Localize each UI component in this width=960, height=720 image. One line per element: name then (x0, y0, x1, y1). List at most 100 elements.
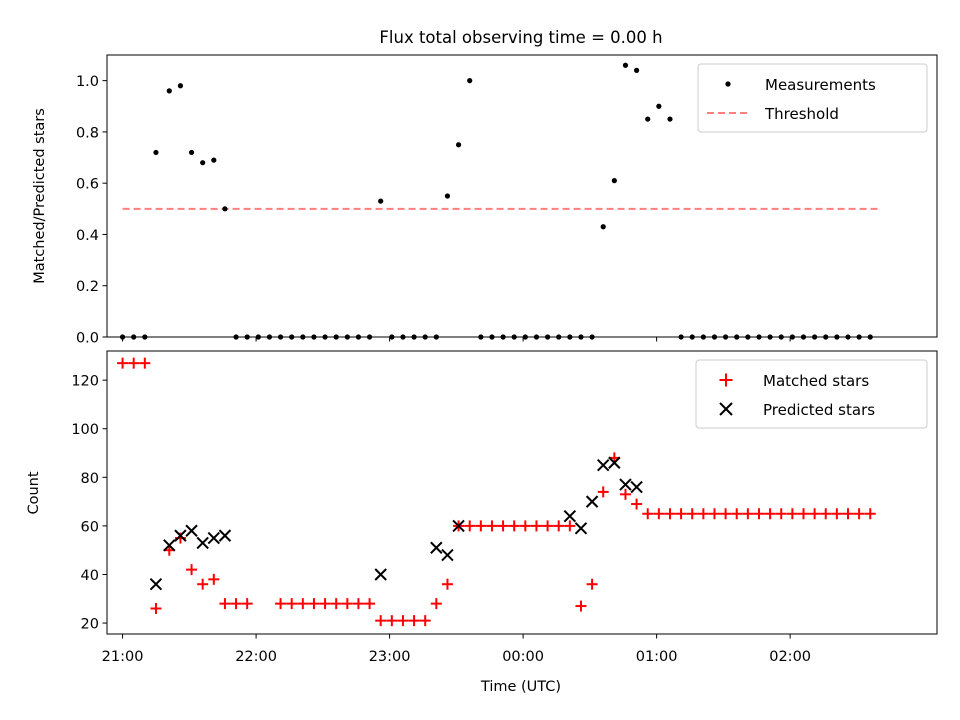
predicted-star-point (441, 548, 454, 562)
matched-star-point (842, 508, 854, 520)
matched-star-point (486, 520, 498, 532)
predicted-star-point (585, 495, 599, 508)
matched-star-point (117, 357, 129, 369)
matched-star-point (797, 508, 809, 520)
predicted-star-point (452, 519, 465, 533)
measurement-point (153, 149, 159, 156)
measurement-point (188, 149, 195, 156)
predicted-star-point (630, 480, 643, 494)
matched-star-point (508, 520, 520, 532)
matched-star-point (597, 486, 609, 498)
measurement-point (600, 224, 606, 230)
measurement-point (633, 67, 640, 73)
matched-star-point (575, 600, 587, 612)
bottom-panel: 20 40 60 80 100 120 21:00 22:00 23:00 00:00 01:00… (26, 350, 938, 695)
top-legend: Measurements Threshold (697, 63, 928, 133)
matched-star-point (330, 598, 342, 610)
legend-dot-marker-icon (725, 81, 731, 87)
top-y-tick-label: 0.0 (76, 331, 99, 347)
predicted-star-point (430, 541, 443, 554)
matched-star-point (775, 508, 787, 520)
top-y-tick-label: 1.0 (76, 74, 99, 90)
bottom-x-tick-label: 00:00 (502, 649, 544, 665)
matched-star-point (720, 508, 732, 520)
predicted-star-point (218, 529, 232, 542)
measurement-point (656, 103, 662, 109)
matched-star-point (386, 615, 398, 627)
matched-star-point (530, 520, 542, 532)
predicted-star-point (207, 531, 221, 545)
matched-star-point (150, 602, 162, 614)
top-y-tick-label: 0.8 (76, 125, 99, 141)
matched-star-point (241, 598, 253, 610)
measurement-point (667, 116, 673, 122)
matched-star-point (820, 508, 832, 520)
bottom-y-axis-ticks: 20 40 60 80 100 120 (71, 374, 107, 633)
matched-star-point (831, 508, 843, 520)
top-plot-frame (106, 54, 938, 338)
bottom-x-tick-label: 23:00 (369, 649, 411, 665)
matched-star-point (408, 615, 420, 627)
matched-star-point (742, 508, 754, 520)
matched-star-point (731, 508, 743, 520)
matched-star-point (441, 578, 453, 590)
legend-matched-label: Matched stars (763, 372, 869, 390)
predicted-star-point (163, 539, 176, 552)
bottom-y-tick-label: 40 (81, 568, 99, 584)
measurement-point (444, 193, 451, 199)
measurement-point (211, 157, 217, 163)
predicted-star-point (563, 509, 577, 523)
bottom-legend-box (695, 359, 928, 429)
bottom-y-tick-label: 20 (81, 617, 99, 633)
matched-star-point (397, 615, 409, 627)
matched-star-point (786, 508, 798, 520)
measurement-point (200, 160, 206, 166)
predicted-star-point (196, 536, 209, 550)
bottom-y-tick-label: 60 (81, 519, 99, 535)
bottom-x-tick-label: 01:00 (636, 649, 678, 665)
measurement-point (166, 88, 172, 94)
matched-star-point (653, 508, 665, 520)
matched-star-point (128, 357, 140, 369)
top-x-axis-ticks (122, 337, 791, 342)
matched-star-point (464, 520, 476, 532)
matched-star-point (675, 508, 687, 520)
bottom-y-tick-label: 120 (71, 374, 99, 390)
top-y-axis-label: Matched/Predicted stars (32, 108, 48, 284)
matched-star-point (708, 508, 720, 520)
matched-star-point (697, 508, 709, 520)
bottom-x-axis-label: Time (UTC) (480, 679, 561, 695)
matched-star-point (686, 508, 698, 520)
matched-star-point (542, 520, 554, 532)
legend-measurements-label: Measurements (765, 76, 876, 94)
bottom-x-tick-label: 02:00 (769, 649, 811, 665)
predicted-star-point (597, 458, 610, 472)
bottom-y-tick-label: 80 (81, 471, 99, 487)
matched-star-point (809, 508, 821, 520)
matched-star-point (319, 598, 331, 610)
matched-star-point (186, 564, 198, 576)
matched-star-point (497, 520, 509, 532)
top-y-tick-label: 0.4 (76, 228, 99, 244)
measurement-point (378, 198, 384, 204)
matched-star-point (364, 598, 376, 610)
predicted-star-point (608, 456, 621, 469)
top-y-tick-label: 0.2 (76, 279, 99, 295)
measurement-point (611, 178, 617, 184)
measurement-point (645, 116, 651, 122)
bottom-y-axis-label: Count (26, 471, 42, 514)
matched-star-point (352, 598, 364, 610)
matched-stars-series (117, 357, 876, 627)
top-panel: 0.0 0.2 0.4 0.6 0.8 1.0 Matched/Predicted sta… (32, 54, 938, 347)
measurement-point (222, 206, 228, 212)
legend-plus-marker-icon (719, 373, 733, 387)
matched-star-point (631, 498, 643, 510)
matched-star-point (419, 615, 431, 627)
matched-star-point (197, 578, 209, 590)
matched-star-point (519, 520, 531, 532)
predicted-star-point (174, 529, 187, 542)
measurement-point (622, 62, 629, 68)
matched-star-point (753, 508, 765, 520)
matched-star-point (475, 520, 487, 532)
